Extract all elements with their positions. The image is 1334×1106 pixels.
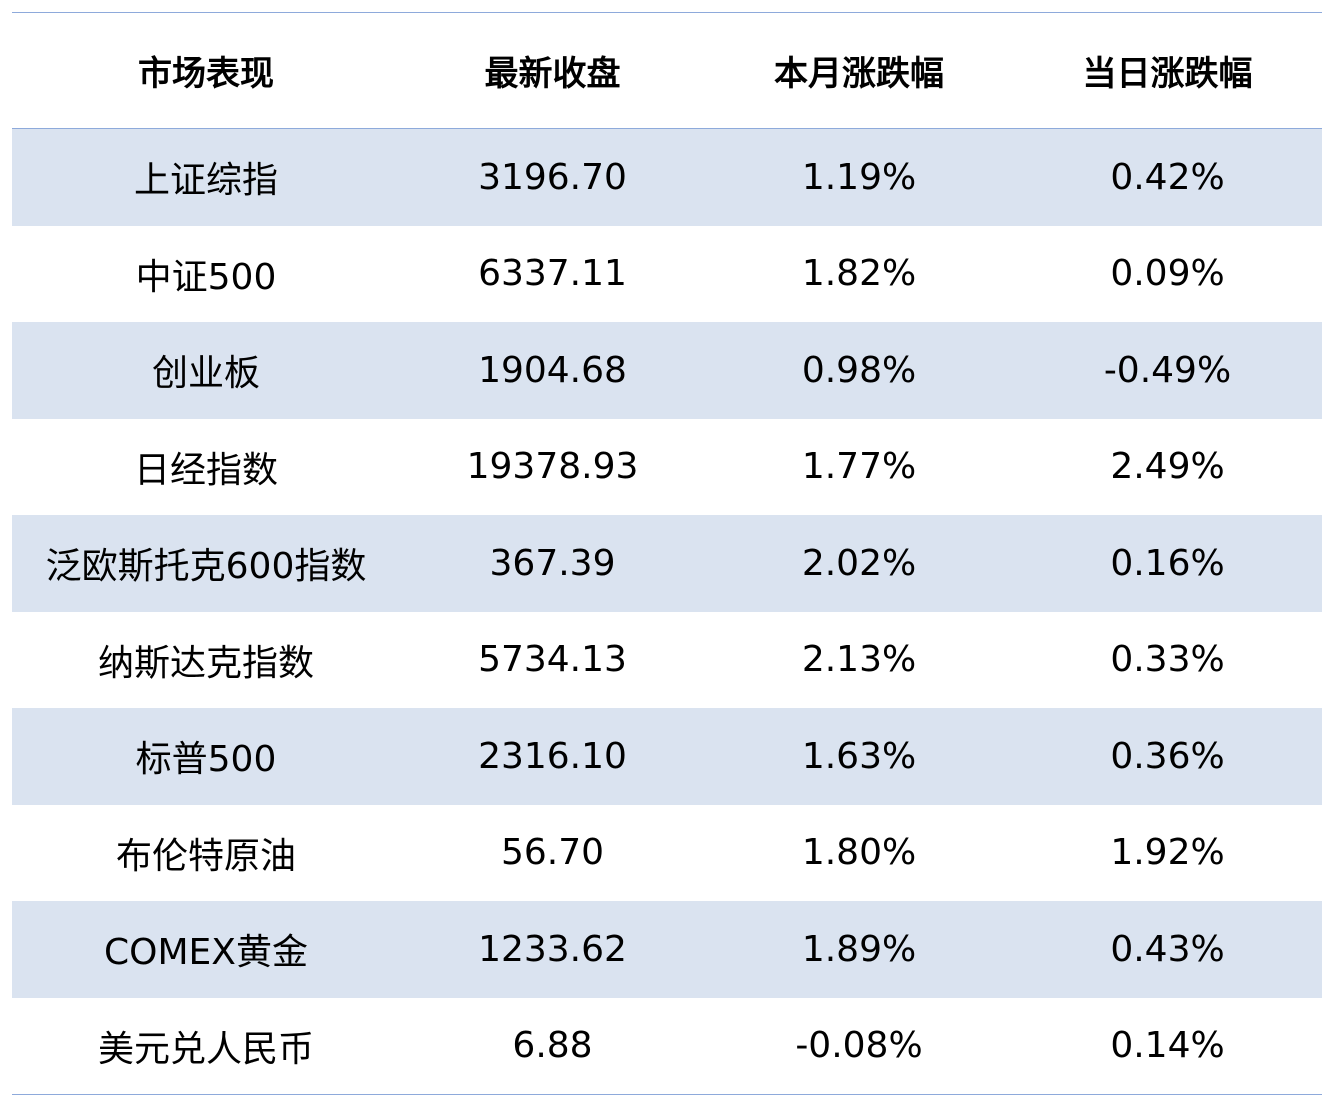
monthly-change: -0.08%: [705, 998, 1013, 1095]
daily-change: 0.14%: [1013, 998, 1322, 1095]
monthly-change: 2.13%: [705, 612, 1013, 709]
market-name: 纳斯达克指数: [12, 612, 400, 709]
monthly-change: 1.80%: [705, 805, 1013, 902]
table-row: 标普500 2316.10 1.63% 0.36%: [12, 708, 1322, 805]
daily-change: 0.33%: [1013, 612, 1322, 709]
latest-close: 6337.11: [400, 226, 705, 323]
daily-change: 0.36%: [1013, 708, 1322, 805]
table-header-row: 市场表现 最新收盘 本月涨跌幅 当日涨跌幅: [12, 13, 1322, 129]
latest-close: 56.70: [400, 805, 705, 902]
latest-close: 367.39: [400, 515, 705, 612]
monthly-change: 1.89%: [705, 901, 1013, 998]
header-latest-close: 最新收盘: [400, 13, 705, 128]
market-name: 标普500: [12, 708, 400, 805]
latest-close: 5734.13: [400, 612, 705, 709]
table-row: 纳斯达克指数 5734.13 2.13% 0.33%: [12, 612, 1322, 709]
table-row: 中证500 6337.11 1.82% 0.09%: [12, 226, 1322, 323]
daily-change: 0.42%: [1013, 129, 1322, 226]
market-name: COMEX黄金: [12, 901, 400, 998]
latest-close: 1904.68: [400, 322, 705, 419]
market-name: 上证综指: [12, 129, 400, 226]
table-row: 泛欧斯托克600指数 367.39 2.02% 0.16%: [12, 515, 1322, 612]
market-name: 泛欧斯托克600指数: [12, 515, 400, 612]
table-row: COMEX黄金 1233.62 1.89% 0.43%: [12, 901, 1322, 998]
market-name: 中证500: [12, 226, 400, 323]
monthly-change: 0.98%: [705, 322, 1013, 419]
market-name: 美元兑人民币: [12, 998, 400, 1095]
market-name: 创业板: [12, 322, 400, 419]
table-row: 美元兑人民币 6.88 -0.08% 0.14%: [12, 998, 1322, 1095]
daily-change: 2.49%: [1013, 419, 1322, 516]
table-row: 日经指数 19378.93 1.77% 2.49%: [12, 419, 1322, 516]
table-row: 布伦特原油 56.70 1.80% 1.92%: [12, 805, 1322, 902]
daily-change: 1.92%: [1013, 805, 1322, 902]
latest-close: 2316.10: [400, 708, 705, 805]
monthly-change: 1.19%: [705, 129, 1013, 226]
market-name: 布伦特原油: [12, 805, 400, 902]
table-row: 上证综指 3196.70 1.19% 0.42%: [12, 129, 1322, 226]
header-monthly-change: 本月涨跌幅: [705, 13, 1013, 128]
daily-change: -0.49%: [1013, 322, 1322, 419]
latest-close: 3196.70: [400, 129, 705, 226]
daily-change: 0.43%: [1013, 901, 1322, 998]
latest-close: 6.88: [400, 998, 705, 1095]
monthly-change: 1.77%: [705, 419, 1013, 516]
monthly-change: 2.02%: [705, 515, 1013, 612]
header-daily-change: 当日涨跌幅: [1013, 13, 1322, 128]
latest-close: 19378.93: [400, 419, 705, 516]
monthly-change: 1.82%: [705, 226, 1013, 323]
market-name: 日经指数: [12, 419, 400, 516]
header-market: 市场表现: [12, 13, 400, 128]
daily-change: 0.09%: [1013, 226, 1322, 323]
daily-change: 0.16%: [1013, 515, 1322, 612]
market-performance-table: 市场表现 最新收盘 本月涨跌幅 当日涨跌幅 上证综指 3196.70 1.19%…: [12, 12, 1322, 1095]
table-row: 创业板 1904.68 0.98% -0.49%: [12, 322, 1322, 419]
latest-close: 1233.62: [400, 901, 705, 998]
monthly-change: 1.63%: [705, 708, 1013, 805]
